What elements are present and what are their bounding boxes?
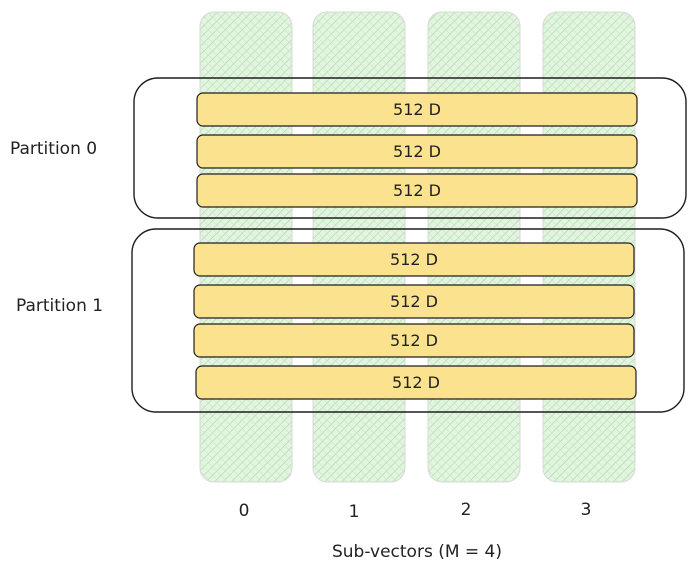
vector-label: 512 D xyxy=(390,250,438,269)
vector-label: 512 D xyxy=(393,100,441,119)
column-index-labels: 0 1 2 3 xyxy=(239,500,592,522)
vector-row: 512 D xyxy=(196,134,638,169)
axis-label: Sub-vectors (M = 4) xyxy=(332,542,502,562)
column-label-2: 2 xyxy=(461,500,472,520)
vector-row: 512 D xyxy=(193,323,635,358)
vector-label: 512 D xyxy=(392,373,440,392)
partition-1-outline xyxy=(131,228,685,413)
partition-0: Partition 0 512 D 512 D 512 D xyxy=(10,77,687,219)
partition-0-outline xyxy=(133,77,687,219)
vector-row: 512 D xyxy=(195,365,637,400)
vector-row: 512 D xyxy=(193,284,635,319)
column-label-3: 3 xyxy=(581,500,592,520)
column-label-0: 0 xyxy=(239,501,250,521)
partition-0-label: Partition 0 xyxy=(10,139,97,159)
vector-row: 512 D xyxy=(196,173,638,208)
partition-1: Partition 1 512 D 512 D 512 D 512 D xyxy=(16,228,685,413)
vector-label: 512 D xyxy=(390,292,438,311)
vector-label: 512 D xyxy=(390,331,438,350)
partition-1-label: Partition 1 xyxy=(16,296,103,316)
column-label-1: 1 xyxy=(349,502,360,522)
vector-label: 512 D xyxy=(393,142,441,161)
vector-label: 512 D xyxy=(393,181,441,200)
vector-row: 512 D xyxy=(193,242,635,277)
vector-row: 512 D xyxy=(196,92,638,127)
